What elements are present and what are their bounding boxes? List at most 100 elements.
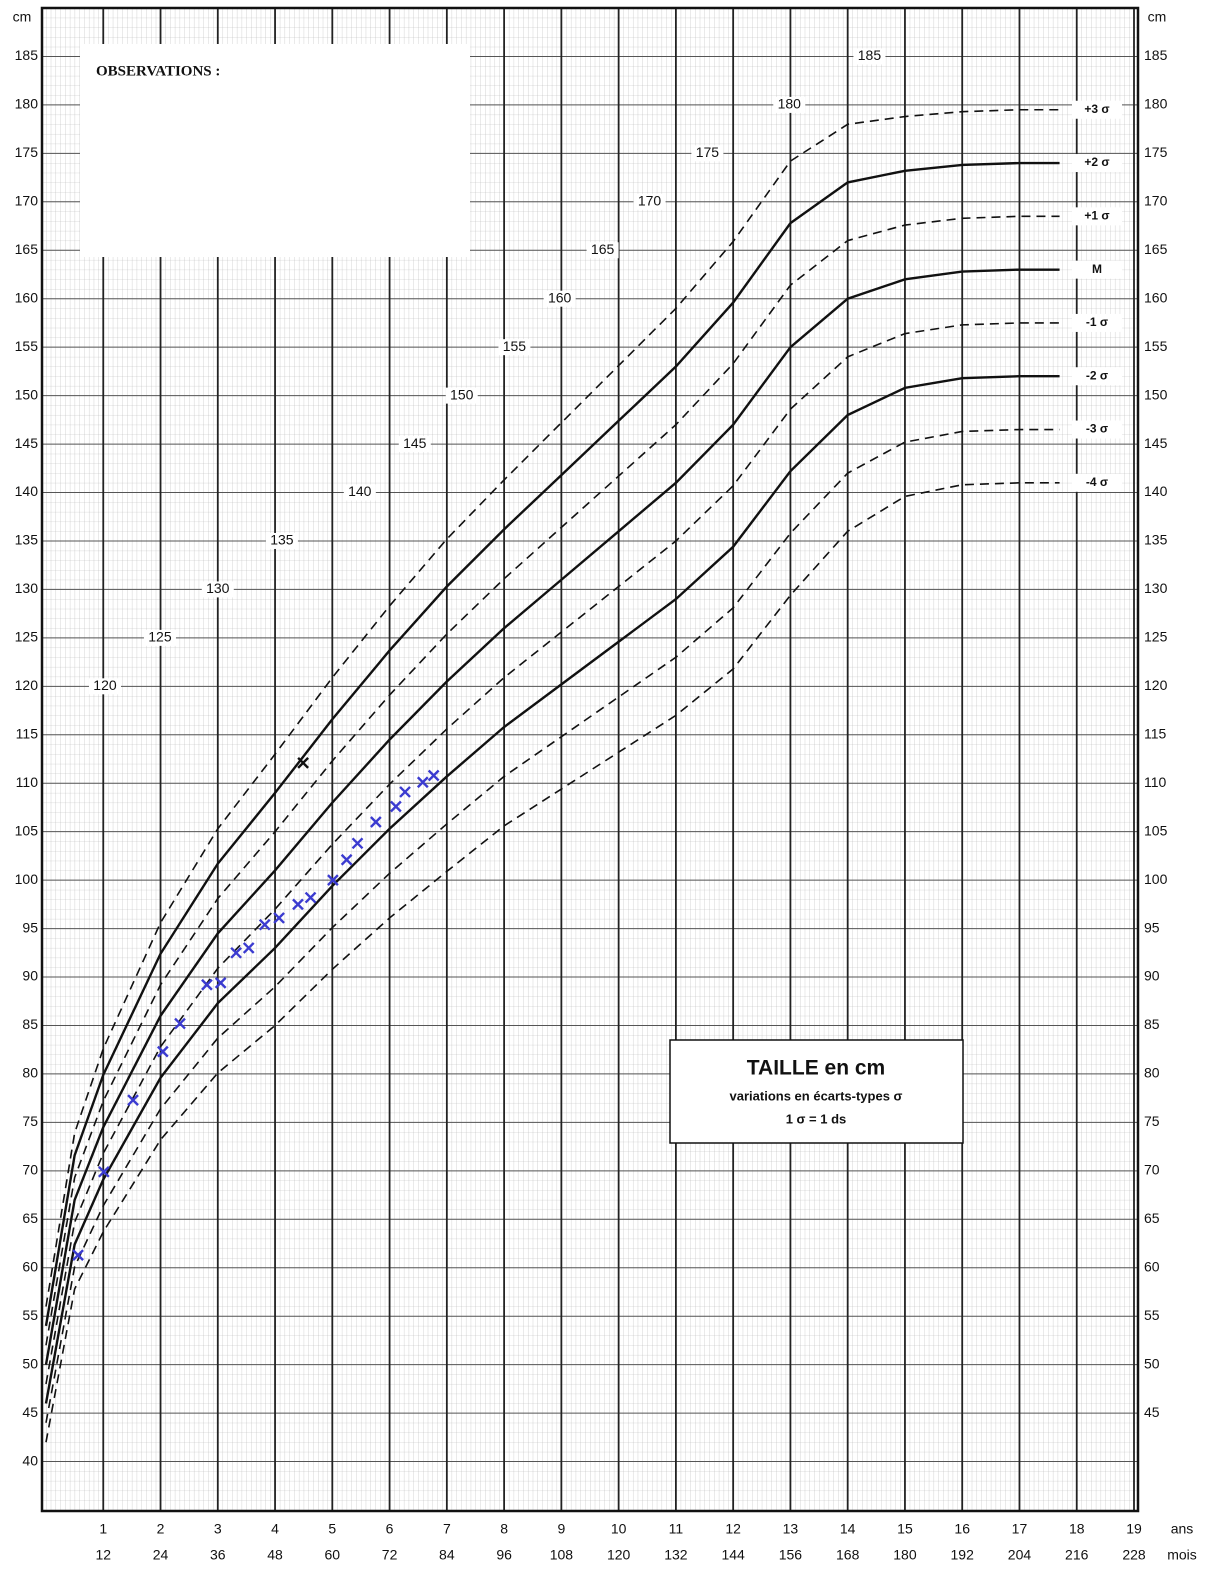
reference-label-bg (773, 96, 806, 113)
curve-label-bg (1072, 207, 1122, 226)
y-tick-label: 105 (15, 822, 39, 838)
x-tick-label: 1 (99, 1521, 107, 1537)
measurement-point (174, 1017, 186, 1030)
y-tick-label: 80 (22, 1065, 38, 1081)
y-tick-label: 45 (22, 1404, 38, 1420)
reference-label-bg (265, 532, 298, 549)
reference-label: 160 (548, 289, 572, 305)
x-tick-label: 2 (157, 1521, 165, 1537)
measurement-point (156, 1045, 169, 1058)
reference-label-bg (543, 290, 576, 307)
y2-tick-label: 160 (1144, 289, 1168, 305)
y-tick-label: 175 (15, 144, 39, 160)
y-tick-label: 75 (22, 1113, 38, 1129)
x-month-label: 108 (550, 1547, 574, 1563)
reference-label-bg (88, 678, 121, 695)
reference-label: 120 (93, 677, 117, 693)
y2-tick-label: 130 (1144, 580, 1168, 596)
y2-tick-label: 100 (1144, 871, 1168, 887)
observations-box (80, 44, 470, 257)
y-tick-label: 110 (16, 774, 39, 790)
curve-label: +3 σ (1084, 102, 1109, 116)
sd-curve (45, 428, 1060, 1423)
y2-tick-label: 75 (1144, 1113, 1160, 1129)
reference-label: 145 (403, 435, 427, 451)
curve-label: +2 σ (1084, 155, 1109, 169)
y2-tick-label: 70 (1144, 1162, 1160, 1178)
curve-label-bg (1072, 100, 1122, 119)
measurement-point (416, 776, 429, 789)
x-tick-label: 19 (1126, 1521, 1142, 1537)
y-tick-label: 95 (22, 919, 38, 935)
y-tick-label: 130 (15, 580, 39, 596)
reference-label: 170 (638, 193, 662, 209)
x-month-label: 24 (153, 1547, 169, 1563)
x-month-label: 204 (1008, 1547, 1032, 1563)
curve-label: +1 σ (1084, 209, 1109, 223)
x-tick-label: 12 (725, 1521, 741, 1537)
x-tick-label: 11 (669, 1521, 684, 1537)
measurement-point (214, 976, 227, 989)
y-tick-label: 60 (22, 1258, 38, 1274)
measurement-point (390, 800, 402, 813)
measurement-point (127, 1094, 139, 1106)
y2-tick-label: 110 (1144, 774, 1167, 790)
reference-label-bg (853, 48, 886, 65)
reference-label-bg (201, 581, 234, 598)
reference-label: 150 (450, 386, 474, 402)
y2-tick-label: 155 (1144, 338, 1168, 354)
x-month-label: 168 (836, 1547, 860, 1563)
measurement-point (273, 912, 285, 924)
y2-tick-label: 145 (1144, 435, 1168, 451)
x-month-label: 156 (779, 1547, 803, 1563)
curve-label: M (1092, 262, 1102, 276)
x-tick-label: 3 (214, 1521, 222, 1537)
reference-label: 185 (858, 47, 882, 63)
measurement-point (97, 1165, 110, 1178)
curve-label: -4 σ (1086, 475, 1108, 489)
measurement-point (258, 918, 271, 931)
x-month-label: 96 (496, 1547, 512, 1563)
y2-tick-label: 60 (1144, 1258, 1160, 1274)
y-tick-label: 65 (22, 1210, 38, 1226)
y-tick-label: 185 (15, 47, 39, 63)
y2-tick-label: 105 (1144, 822, 1168, 838)
sd-curve (44, 375, 1060, 1404)
y-tick-label: 85 (22, 1016, 38, 1032)
y2-tick-label: 50 (1144, 1355, 1160, 1371)
x-tick-label: 7 (443, 1521, 451, 1537)
info-title: TAILLE en cm (747, 1057, 885, 1080)
x-tick-label: 17 (1012, 1521, 1028, 1537)
y-tick-label: 170 (15, 193, 39, 209)
x-tick-label: 5 (328, 1521, 336, 1537)
info-note: 1 σ = 1 ds (786, 1111, 847, 1126)
reference-label: 155 (503, 338, 527, 354)
x-tick-label: 15 (897, 1521, 913, 1537)
y2-tick-label: 170 (1144, 193, 1168, 209)
curve-label-bg (1072, 420, 1122, 439)
reference-label-bg (586, 242, 619, 259)
y-tick-label: 115 (16, 725, 39, 741)
curve-label: -2 σ (1086, 368, 1108, 382)
reference-label: 140 (348, 483, 372, 499)
curve-label-bg (1072, 154, 1122, 173)
curve-label-bg (1072, 473, 1122, 492)
x-month-label: 192 (951, 1547, 975, 1563)
x-month-label: 132 (664, 1547, 688, 1563)
y-tick-label: 155 (15, 338, 39, 354)
y-tick-label: 120 (15, 677, 39, 693)
x-tick-label: 13 (783, 1521, 799, 1537)
reference-label-bg (633, 193, 666, 210)
reference-label-bg (343, 484, 376, 501)
x-month-label: 48 (267, 1547, 283, 1563)
x-month-label: 72 (382, 1547, 398, 1563)
y2-unit: cm (1148, 9, 1167, 25)
measurement-point (292, 898, 304, 911)
measurement-point (369, 816, 382, 828)
info-subtitle: variations en écarts-types σ (730, 1088, 903, 1103)
reference-label: 135 (270, 532, 294, 548)
x-month-label: 216 (1065, 1547, 1089, 1563)
curve-label-bg (1072, 260, 1122, 279)
y2-tick-label: 150 (1144, 386, 1168, 402)
